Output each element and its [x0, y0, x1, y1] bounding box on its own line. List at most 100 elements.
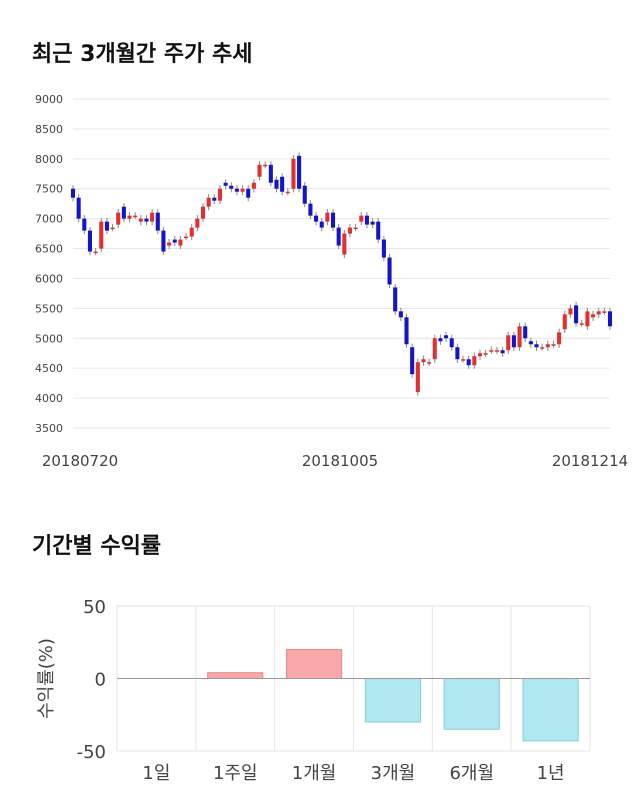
candle: [263, 164, 268, 167]
candle: [432, 338, 437, 360]
candle: [455, 347, 460, 360]
candle: [410, 347, 415, 375]
candle: [240, 188, 245, 192]
candle: [336, 227, 341, 246]
candle: [347, 227, 353, 234]
candle: [330, 212, 336, 228]
y-tick-label: 8500: [35, 123, 63, 136]
y-tick-label: -50: [77, 742, 106, 763]
x-tick-label: 20180720: [42, 452, 118, 470]
candle: [280, 176, 285, 192]
candle: [150, 212, 155, 222]
candle: [466, 359, 471, 366]
y-axis-label: 수익률(%): [36, 638, 57, 719]
candle: [217, 188, 223, 201]
candle: [574, 305, 579, 324]
returns-chart-title: 기간별 수익률: [32, 534, 162, 559]
candle: [460, 359, 466, 361]
candle: [477, 353, 483, 357]
candle: [200, 206, 206, 219]
candle: [551, 344, 556, 346]
candle: [325, 212, 330, 222]
candle: [579, 323, 584, 325]
candle: [398, 311, 403, 318]
candle: [557, 332, 562, 345]
candle: [195, 218, 200, 228]
candle: [438, 338, 443, 342]
candle: [494, 350, 499, 352]
candle: [602, 311, 607, 313]
candle: [133, 215, 138, 218]
candle: [76, 197, 81, 219]
candle: [500, 350, 505, 354]
candle: [212, 197, 217, 201]
candle: [257, 164, 262, 177]
candle: [427, 362, 432, 364]
candle: [184, 236, 189, 239]
candle: [302, 185, 307, 204]
candle: [246, 188, 251, 198]
candle: [370, 221, 375, 225]
candle: [104, 221, 109, 231]
candle: [596, 311, 601, 315]
y-tick-label: 6500: [35, 243, 63, 256]
candle: [562, 314, 567, 330]
candle: [229, 185, 234, 189]
y-tick-label: 4500: [35, 362, 63, 375]
x-tick-label: 20181005: [302, 452, 378, 470]
return-bar: [522, 678, 579, 742]
return-bar: [285, 649, 343, 679]
candle: [421, 359, 426, 363]
candle: [415, 362, 420, 393]
y-tick-label: 5000: [35, 332, 63, 345]
candle: [138, 218, 143, 222]
candle: [274, 179, 279, 189]
candle: [172, 239, 177, 243]
candle: [511, 335, 516, 348]
x-tick-label: 1일: [142, 763, 170, 784]
candle: [528, 341, 533, 345]
candle: [121, 206, 126, 219]
candle: [110, 227, 115, 230]
candle: [234, 188, 239, 192]
candle: [82, 218, 87, 231]
candle: [472, 356, 477, 366]
candle: [178, 239, 183, 246]
candle: [291, 158, 296, 189]
candle: [285, 191, 290, 194]
candle: [206, 197, 211, 207]
y-tick-label: 50: [83, 597, 106, 618]
y-tick-label: 7000: [35, 213, 63, 226]
candle: [506, 335, 511, 351]
return-bar: [207, 672, 264, 680]
y-tick-label: 0: [95, 670, 106, 691]
price-chart-title: 최근 3개월간 주가 추세: [32, 42, 253, 67]
candle: [568, 308, 573, 315]
y-tick-label: 6000: [35, 272, 63, 285]
candle: [223, 182, 228, 186]
candle: [87, 230, 92, 252]
candle: [607, 311, 613, 327]
candle: [167, 242, 172, 246]
candle: [116, 212, 121, 225]
candle: [381, 239, 386, 258]
candle: [319, 221, 324, 228]
candle: [268, 164, 273, 183]
candle: [523, 326, 528, 339]
candle: [359, 215, 364, 222]
candle: [545, 344, 550, 348]
candle: [444, 335, 449, 339]
candle: [70, 188, 76, 198]
x-tick-label: 3개월: [371, 763, 416, 784]
y-tick-label: 8000: [35, 153, 63, 166]
candle: [342, 233, 347, 255]
candle: [483, 353, 488, 355]
candle: [297, 155, 302, 189]
candle: [189, 227, 194, 237]
candle: [127, 215, 132, 219]
y-tick-label: 5500: [35, 302, 63, 315]
candle: [93, 251, 98, 254]
candle: [393, 287, 398, 312]
candle: [387, 257, 392, 285]
